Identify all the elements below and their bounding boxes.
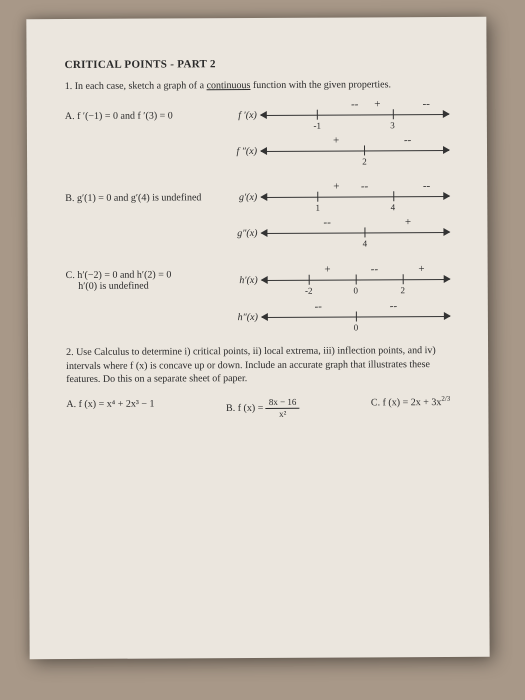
signline-b-gprime: 1 4 + -- -- bbox=[261, 186, 449, 207]
signline-b-gpp: 4 -- + bbox=[261, 222, 449, 243]
q1-prompt: 1. In each case, sketch a graph of a con… bbox=[65, 79, 449, 92]
worksheet-paper: CRITICAL POINTS - PART 2 1. In each case… bbox=[26, 17, 489, 659]
label-c-hpp: h″(x) bbox=[224, 311, 262, 322]
problem-c-cond2: h′(0) is undefined bbox=[66, 280, 224, 292]
problem-b-gprime: B. g′(1) = 0 and g′(4) is undefined g′(x… bbox=[65, 186, 449, 208]
label-a-fprime: f ′(x) bbox=[223, 109, 261, 120]
problem-b-gpp: g″(x) 4 -- + bbox=[65, 222, 449, 244]
signline-c-hpp: 0 -- -- bbox=[262, 306, 450, 327]
problem-c-hpp: h″(x) 0 -- -- bbox=[66, 306, 450, 328]
q2-option-b: B. f (x) = 8x − 16 x² bbox=[226, 397, 299, 418]
problem-c-cond1: C. h′(−2) = 0 and h′(2) = 0 bbox=[66, 269, 224, 281]
q1-prompt-pre: 1. In each case, sketch a graph of a bbox=[65, 80, 207, 92]
q2-option-a: A. f (x) = x⁴ + 2x³ − 1 bbox=[66, 398, 154, 419]
q2-options: A. f (x) = x⁴ + 2x³ − 1 B. f (x) = 8x − … bbox=[66, 396, 450, 419]
q1-prompt-post: function with the given properties. bbox=[250, 79, 391, 91]
q2-option-c: C. f (x) = 2x + 3x2/3 bbox=[371, 396, 451, 417]
problem-a-fpp: f ″(x) 2 + -- bbox=[65, 140, 449, 162]
page-title: CRITICAL POINTS - PART 2 bbox=[65, 57, 449, 71]
q1-prompt-ul: continuous bbox=[207, 80, 251, 91]
q2-prompt: 2. Use Calculus to determine i) critical… bbox=[66, 344, 450, 387]
signline-a-fpp: 2 + -- bbox=[261, 140, 449, 161]
label-c-hprime: h′(x) bbox=[224, 274, 262, 285]
problem-a-fprime: A. f ′(−1) = 0 and f ′(3) = 0 f ′(x) -1 … bbox=[65, 104, 449, 126]
problem-a-cond: A. f ′(−1) = 0 and f ′(3) = 0 bbox=[65, 110, 223, 122]
label-a-fpp: f ″(x) bbox=[223, 145, 261, 156]
signline-a-fprime: -1 3 -- + -- bbox=[261, 104, 449, 125]
label-b-gprime: g′(x) bbox=[223, 191, 261, 202]
problem-b-cond: B. g′(1) = 0 and g′(4) is undefined bbox=[65, 192, 223, 204]
problem-c-hprime: C. h′(−2) = 0 and h′(2) = 0 h′(0) is und… bbox=[66, 268, 450, 292]
signline-c-hprime: -2 0 2 + -- + bbox=[262, 269, 450, 290]
label-b-gpp: g″(x) bbox=[223, 227, 261, 238]
